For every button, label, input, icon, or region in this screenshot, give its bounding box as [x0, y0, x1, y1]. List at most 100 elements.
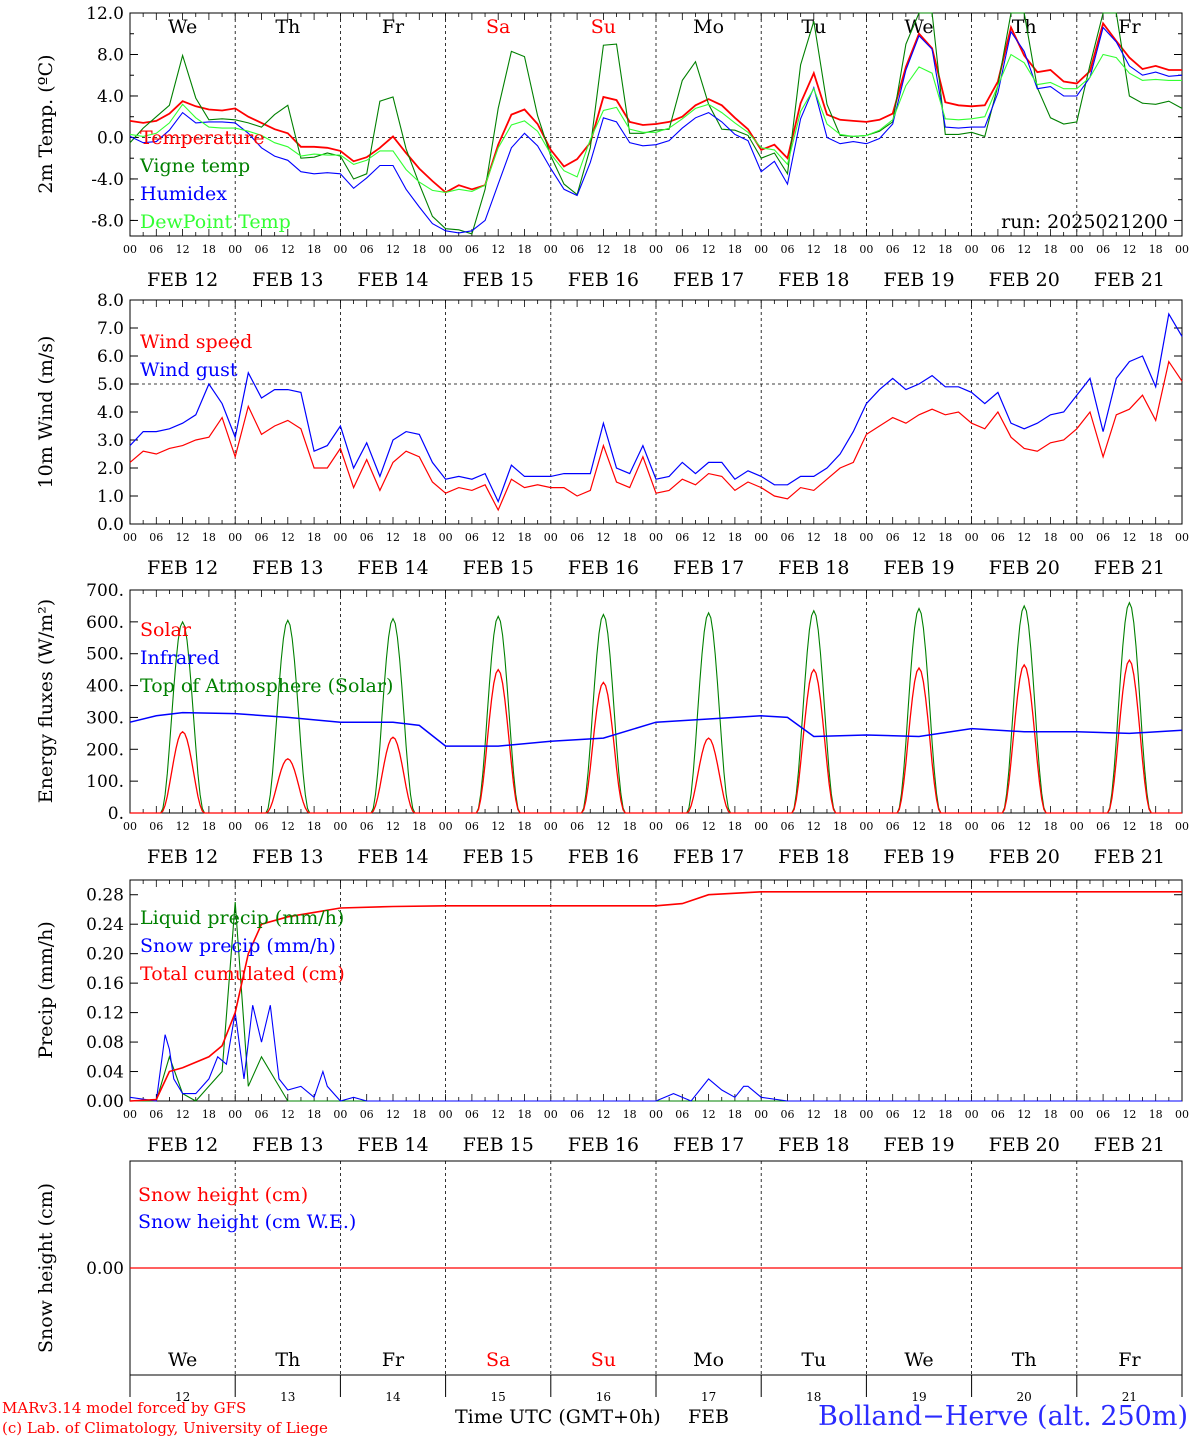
series-line-snow-precip-mm-h-	[129, 1005, 1182, 1102]
day-number-label: 17	[701, 1390, 716, 1404]
date-label: FEB 13	[252, 269, 323, 291]
legend-entry: Snow height (cm)	[138, 1184, 308, 1206]
date-label: FEB 13	[252, 846, 323, 868]
hour-tick-label: 06	[781, 820, 795, 833]
weekday-label: Mo	[693, 1349, 724, 1371]
panel-frame	[129, 589, 1183, 814]
y-tick-label: 0.00	[86, 1092, 124, 1112]
hour-tick-label: 12	[491, 531, 505, 544]
date-label: FEB 16	[568, 1134, 639, 1156]
hour-tick-label: 18	[412, 243, 426, 256]
series-line-dewpoint-temp	[129, 53, 1182, 193]
date-label: FEB 15	[463, 557, 534, 579]
y-tick-label: 7.0	[97, 319, 124, 339]
y-tick-label: 0.24	[86, 915, 124, 935]
hour-tick-label: 12	[386, 531, 400, 544]
hour-tick-label: 18	[307, 243, 321, 256]
series-line-total-cumulated-cm-	[129, 890, 1182, 1102]
date-label: FEB 21	[1094, 269, 1165, 291]
weekday-label: We	[904, 16, 933, 38]
hour-tick-label: 06	[360, 531, 374, 544]
y-axis-label: Precip (mm/h)	[35, 921, 57, 1059]
hour-tick-label: 12	[596, 243, 610, 256]
hour-tick-label: 18	[202, 243, 216, 256]
hour-tick-label: 12	[702, 820, 716, 833]
hour-tick-label: 18	[202, 1108, 216, 1121]
legend-entry: Snow precip (mm/h)	[140, 935, 336, 957]
y-tick-label: 400.	[86, 677, 124, 697]
hour-tick-label: 06	[886, 243, 900, 256]
hour-tick-label: 06	[781, 531, 795, 544]
hour-tick-label: 06	[991, 1108, 1005, 1121]
y-tick-label: 0.00	[86, 1259, 124, 1279]
hour-tick-label: 06	[360, 243, 374, 256]
series-line-vigne-temp	[129, 12, 1183, 235]
y-tick-label: 200.	[86, 740, 124, 760]
hour-tick-label: 18	[1149, 820, 1163, 833]
date-label: FEB 21	[1094, 846, 1165, 868]
y-tick-label: 700.	[86, 581, 124, 601]
month-label: FEB	[688, 1406, 730, 1428]
hour-tick-label: 18	[938, 820, 952, 833]
hour-tick-label: 00	[544, 1108, 558, 1121]
hour-tick-label: 06	[886, 820, 900, 833]
hour-tick-label: 00	[544, 820, 558, 833]
legend-entry: Snow height (cm W.E.)	[138, 1211, 356, 1233]
legend-entry: Humidex	[140, 183, 227, 205]
model-credit-line1: MARv3.14 model forced by GFS	[2, 1399, 247, 1417]
legend-entry: Liquid precip (mm/h)	[140, 907, 344, 929]
hour-tick-label: 18	[1044, 820, 1058, 833]
hour-tick-label: 12	[1122, 820, 1136, 833]
hour-tick-label: 06	[570, 531, 584, 544]
date-label: FEB 14	[357, 269, 428, 291]
date-label: FEB 12	[147, 557, 218, 579]
hour-tick-label: 12	[281, 1108, 295, 1121]
weekday-label: Th	[275, 1349, 300, 1371]
date-label: FEB 19	[883, 846, 954, 868]
hour-tick-label: 06	[781, 243, 795, 256]
hour-tick-label: 06	[360, 820, 374, 833]
hour-tick-label: 12	[807, 243, 821, 256]
date-label: FEB 15	[463, 1134, 534, 1156]
legend-entry: Wind gust	[140, 359, 238, 381]
y-axis-label: Snow height (cm)	[35, 1183, 57, 1353]
hour-tick-label: 00	[333, 243, 347, 256]
hour-tick-label: 06	[1096, 243, 1110, 256]
date-label: FEB 16	[568, 846, 639, 868]
y-axis-label: 2m Temp. (ºC)	[35, 54, 57, 193]
date-label: FEB 12	[147, 269, 218, 291]
hour-tick-label: 06	[675, 243, 689, 256]
date-label: FEB 17	[673, 269, 744, 291]
date-label: FEB 16	[568, 557, 639, 579]
hour-tick-label: 06	[255, 820, 269, 833]
hour-tick-label: 18	[833, 531, 847, 544]
hour-tick-label: 18	[623, 243, 637, 256]
hour-tick-label: 18	[833, 820, 847, 833]
hour-tick-label: 00	[439, 243, 453, 256]
hour-tick-label: 12	[912, 243, 926, 256]
hour-tick-label: 06	[1096, 1108, 1110, 1121]
hour-tick-label: 12	[176, 243, 190, 256]
series-line-infrared	[129, 711, 1183, 747]
y-tick-label: 4.0	[97, 87, 124, 107]
weekday-label: We	[168, 1349, 197, 1371]
y-tick-label: 500.	[86, 645, 124, 665]
y-tick-label: 0.0	[97, 128, 124, 148]
hour-tick-label: 06	[255, 243, 269, 256]
hour-tick-label: 00	[333, 1108, 347, 1121]
hour-tick-label: 12	[1122, 243, 1136, 256]
hour-tick-label: 12	[491, 820, 505, 833]
y-tick-label: 8.0	[97, 45, 124, 65]
hour-tick-label: 18	[623, 820, 637, 833]
hour-tick-label: 00	[1175, 820, 1189, 833]
hour-tick-label: 12	[386, 243, 400, 256]
hour-tick-label: 18	[623, 531, 637, 544]
y-tick-label: 600.	[86, 613, 124, 633]
hour-tick-label: 06	[360, 1108, 374, 1121]
weekday-label: Sa	[486, 16, 510, 38]
hour-tick-label: 18	[412, 820, 426, 833]
weekday-label: Th	[1012, 1349, 1037, 1371]
hour-tick-label: 12	[912, 1108, 926, 1121]
y-tick-label: 0.20	[86, 945, 124, 965]
